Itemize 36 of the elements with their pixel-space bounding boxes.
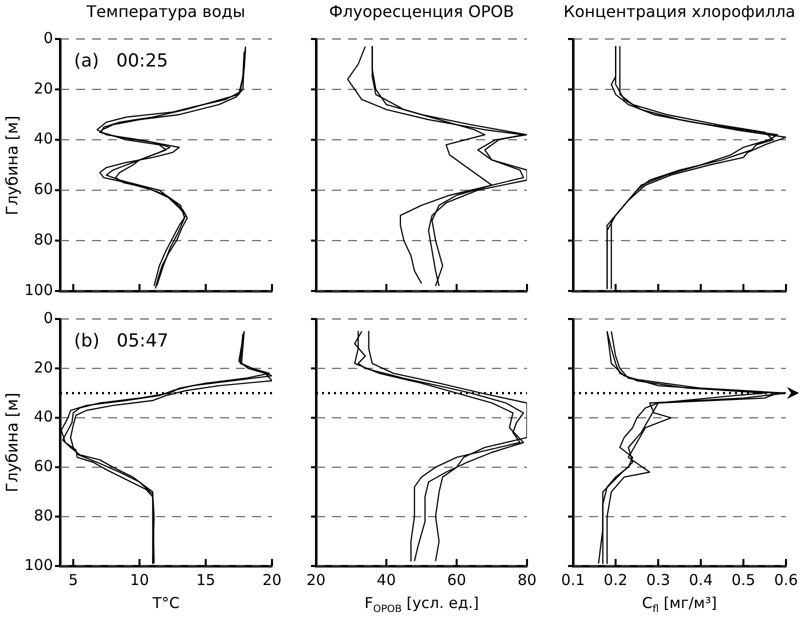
x-tick-label: 0.6 (774, 570, 798, 589)
y-tick-label: 20 (34, 79, 53, 98)
x-tick-label: 5 (68, 570, 78, 589)
y-tick-label: 60 (34, 457, 53, 476)
chart-title: Флуоресценция ОРОВ (329, 2, 514, 21)
x-tick-label: 0.5 (731, 570, 756, 589)
x-tick-label: 60 (447, 570, 466, 589)
y-tick-label: 20 (34, 358, 53, 376)
x-axis-title: C$_{fl}$ [мг/м³] (642, 594, 717, 615)
y-axis-title: Глубина [м] (2, 392, 22, 492)
x-tick-label: 20 (262, 570, 282, 589)
x-tick-label: 0.1 (561, 570, 585, 589)
y-tick-label: 0 (43, 308, 53, 327)
y-tick-label: 40 (34, 408, 53, 426)
y-tick-label: 40 (34, 130, 53, 148)
annotation: (a) 00:25 (74, 50, 168, 72)
x-tick-label: 15 (196, 570, 216, 589)
x-axis-title: T°C (152, 594, 180, 612)
chart-title: Концентрация хлорофилла (564, 2, 796, 21)
annotation: (b) 05:47 (74, 330, 169, 352)
y-tick-label: 80 (34, 506, 53, 524)
y-tick-label: 100 (24, 280, 53, 299)
x-tick-label: 0.2 (604, 570, 628, 589)
chart-title: Температура воды (86, 2, 246, 21)
y-axis-title: Глубина [м] (2, 115, 22, 215)
x-tick-label: 40 (376, 570, 396, 589)
y-tick-label: 0 (43, 28, 53, 47)
x-tick-label: 10 (130, 570, 150, 589)
y-tick-label: 100 (24, 556, 53, 574)
x-tick-label: 0.3 (646, 570, 670, 589)
x-tick-label: 0.4 (688, 570, 713, 589)
y-tick-label: 80 (34, 230, 53, 248)
y-tick-label: 60 (34, 180, 53, 198)
x-tick-label: 20 (306, 570, 326, 589)
x-tick-label: 80 (517, 570, 537, 589)
x-axis-title: F$_{ОРОВ}$ [усл. ед.] (364, 594, 479, 615)
